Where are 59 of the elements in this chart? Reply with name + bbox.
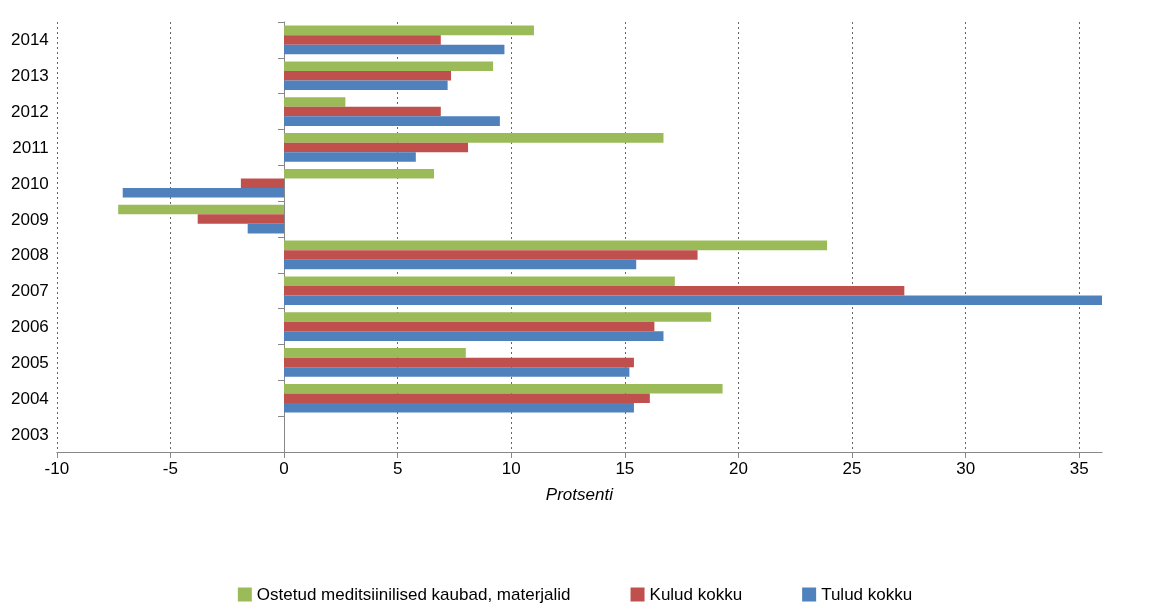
bar: [284, 250, 698, 260]
bar: [284, 276, 675, 286]
bar: [284, 106, 441, 117]
y-tick-label: 2005: [10, 352, 49, 372]
y-tick-label: 2006: [10, 317, 49, 337]
bar: [284, 25, 534, 36]
bar: [284, 259, 637, 270]
legend-label: Tulud kokku: [821, 585, 913, 604]
x-tick-label: -10: [44, 459, 70, 478]
bar: [284, 331, 664, 341]
y-tick-label: 2003: [10, 424, 49, 444]
x-tick-label: 35: [1069, 459, 1089, 478]
y-tick-label: 2014: [10, 30, 49, 50]
y-tick-label: 2011: [12, 137, 49, 157]
bar: [284, 383, 723, 394]
x-tick-label: 25: [842, 459, 862, 478]
bar: [284, 142, 469, 153]
x-tick-label: 0: [279, 459, 289, 478]
x-tick-label: 10: [501, 459, 521, 478]
bar: [284, 168, 434, 179]
bar: [284, 240, 828, 251]
bar: [284, 97, 346, 107]
bar: [284, 285, 905, 296]
bar: [284, 403, 634, 413]
x-axis-title: Protsenti: [545, 485, 615, 504]
x-tick-label: 15: [615, 459, 635, 478]
bar: [284, 357, 634, 368]
bar: [284, 116, 500, 126]
bar: [247, 223, 285, 234]
y-tick-label: 2010: [10, 173, 49, 193]
y-tick-label: 2012: [10, 102, 49, 122]
bar: [284, 44, 505, 55]
y-tick-label: 2008: [10, 245, 49, 265]
bar: [284, 70, 452, 81]
bar: [122, 188, 285, 198]
bar: [284, 152, 416, 162]
bar: [284, 348, 466, 358]
bar: [284, 321, 655, 332]
bar: [284, 295, 1102, 306]
y-tick-label: 2004: [10, 388, 49, 408]
bar: [197, 214, 285, 224]
bar: [284, 61, 494, 71]
legend-label: Ostetud meditsiinilised kaubad, materjalid: [256, 585, 571, 604]
bar: [284, 393, 650, 404]
y-tick-label: 2009: [10, 209, 49, 229]
bar: [284, 133, 664, 143]
legend-label: Kulud kokku: [649, 585, 743, 604]
y-tick-label: 2013: [10, 66, 49, 86]
x-tick-label: 30: [956, 459, 976, 478]
bar: [284, 35, 441, 45]
x-tick-label: 20: [729, 459, 748, 478]
x-tick-label: 5: [392, 459, 403, 478]
bar: [118, 204, 285, 215]
bar: [240, 178, 285, 189]
y-tick-label: 2007: [10, 281, 49, 301]
bar: [284, 80, 448, 91]
x-tick-label: -5: [162, 459, 178, 478]
bar: [284, 367, 630, 377]
bar: [284, 312, 712, 322]
